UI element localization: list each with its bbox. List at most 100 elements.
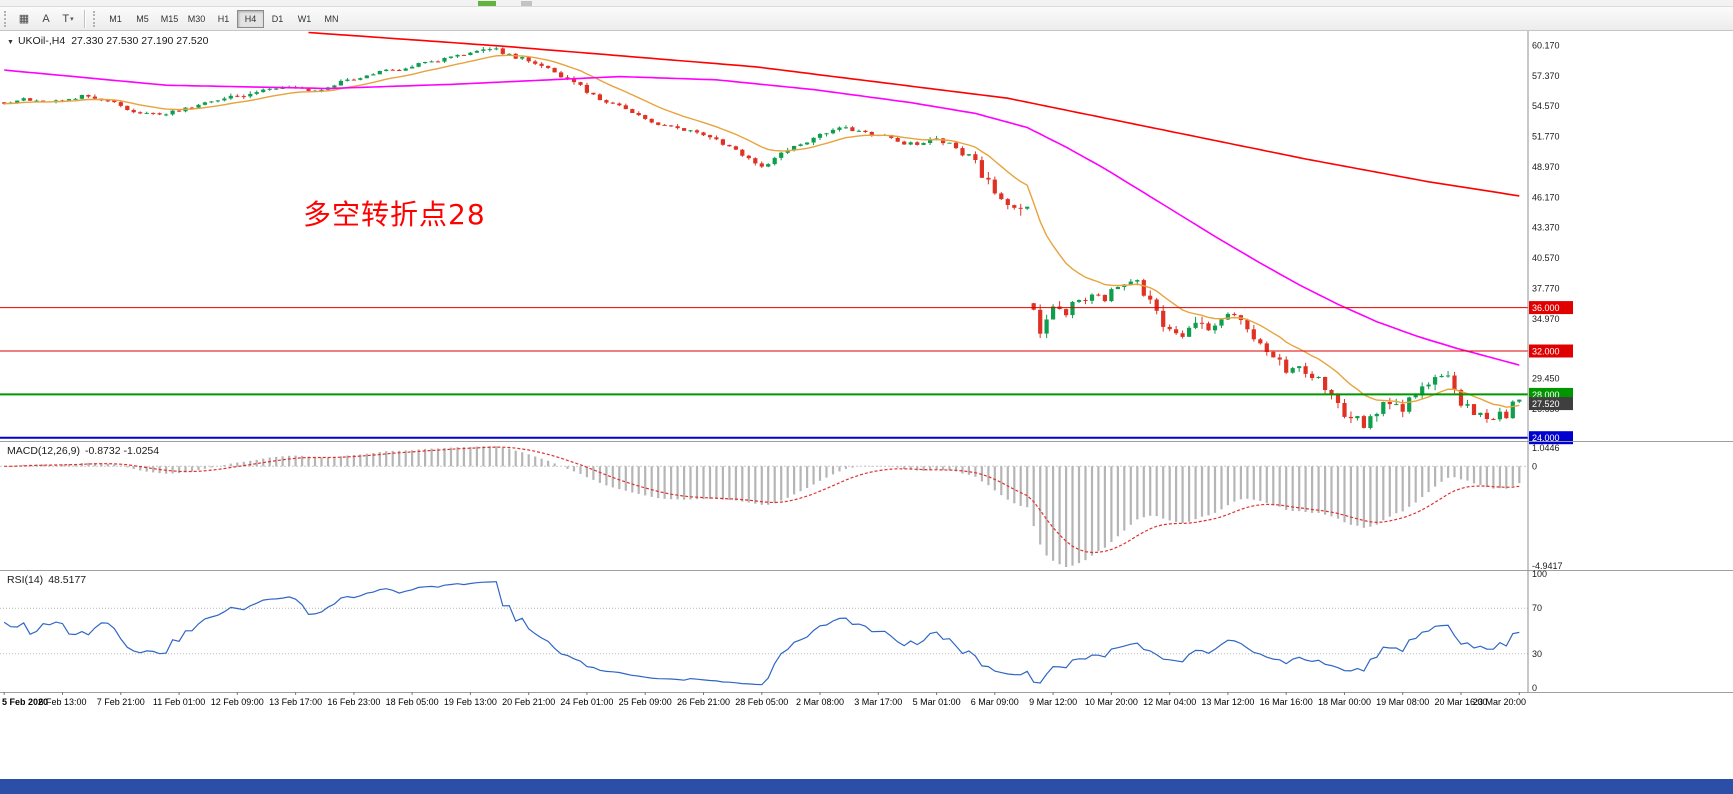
svg-text:46.170: 46.170 bbox=[1532, 192, 1560, 202]
svg-text:100: 100 bbox=[1532, 569, 1547, 579]
svg-text:7 Feb 21:00: 7 Feb 21:00 bbox=[97, 697, 145, 707]
panel-divider bbox=[0, 692, 1733, 693]
rsi-header: RSI(14) 48.5177 bbox=[7, 574, 86, 586]
svg-text:13 Feb 17:00: 13 Feb 17:00 bbox=[269, 697, 322, 707]
candles bbox=[2, 46, 1522, 430]
panel-divider[interactable] bbox=[0, 570, 1733, 571]
svg-text:29.450: 29.450 bbox=[1532, 374, 1560, 384]
cursor-tool-button[interactable]: A bbox=[35, 9, 57, 28]
ma-fast-line bbox=[4, 54, 1520, 408]
price-badge: 36.000 bbox=[1529, 301, 1573, 315]
text-tool-button[interactable]: T ▾ bbox=[57, 9, 79, 28]
svg-text:3 Mar 17:00: 3 Mar 17:00 bbox=[854, 697, 902, 707]
svg-text:0: 0 bbox=[1532, 461, 1537, 471]
svg-text:24 Feb 01:00: 24 Feb 01:00 bbox=[560, 697, 613, 707]
svg-text:26 Feb 21:00: 26 Feb 21:00 bbox=[677, 697, 730, 707]
svg-text:34.970: 34.970 bbox=[1532, 314, 1560, 324]
tf-button-h1[interactable]: H1 bbox=[210, 10, 237, 28]
macd-axis[interactable]: 1.0446 0 -4.9417 bbox=[1532, 443, 1563, 571]
svg-text:19 Mar 08:00: 19 Mar 08:00 bbox=[1376, 697, 1429, 707]
svg-text:27.520: 27.520 bbox=[1532, 399, 1560, 409]
ma-mid-line bbox=[4, 69, 1520, 366]
svg-text:13 Mar 12:00: 13 Mar 12:00 bbox=[1201, 697, 1254, 707]
svg-text:60.170: 60.170 bbox=[1532, 40, 1560, 50]
panel-divider[interactable] bbox=[0, 441, 1733, 442]
macd-panel[interactable]: 1.0446 0 -4.9417 bbox=[0, 441, 1733, 571]
svg-text:2 Mar 08:00: 2 Mar 08:00 bbox=[796, 697, 844, 707]
svg-text:36.000: 36.000 bbox=[1532, 303, 1560, 313]
svg-text:20 Feb 21:00: 20 Feb 21:00 bbox=[502, 697, 555, 707]
toolbar-grip[interactable] bbox=[4, 10, 9, 27]
chart-header: ▼ UKOil-,H4 27.330 27.530 27.190 27.520 bbox=[7, 35, 208, 47]
svg-text:28 Feb 05:00: 28 Feb 05:00 bbox=[735, 697, 788, 707]
svg-text:18 Feb 05:00: 18 Feb 05:00 bbox=[386, 697, 439, 707]
svg-text:12 Mar 04:00: 12 Mar 04:00 bbox=[1143, 697, 1196, 707]
taskbar bbox=[0, 779, 1733, 794]
svg-text:5 Mar 01:00: 5 Mar 01:00 bbox=[913, 697, 961, 707]
chart-window[interactable]: 60.170 57.370 54.570 51.770 48.970 46.170 43.3… bbox=[0, 31, 1733, 712]
svg-text:11 Feb 01:00: 11 Feb 01:00 bbox=[153, 697, 205, 707]
collapse-chart-button[interactable]: ▼ bbox=[7, 39, 14, 46]
tf-button-d1[interactable]: D1 bbox=[264, 10, 291, 28]
svg-text:16 Feb 23:00: 16 Feb 23:00 bbox=[327, 697, 380, 707]
svg-text:48.970: 48.970 bbox=[1532, 162, 1560, 172]
svg-text:0: 0 bbox=[1532, 683, 1537, 693]
svg-text:20 Mar 16:00: 20 Mar 16:00 bbox=[1434, 697, 1487, 707]
clipped-toolbar-icon bbox=[521, 1, 532, 6]
svg-text:32.000: 32.000 bbox=[1532, 346, 1560, 356]
svg-text:37.770: 37.770 bbox=[1532, 283, 1560, 293]
chart-ohlc-values: 27.330 27.530 27.190 27.520 bbox=[71, 35, 209, 47]
svg-text:19 Feb 13:00: 19 Feb 13:00 bbox=[444, 697, 497, 707]
price-badge: 24.000 bbox=[1529, 431, 1573, 445]
svg-text:57.370: 57.370 bbox=[1532, 71, 1560, 81]
macd-label: MACD(12,26,9) bbox=[7, 445, 80, 457]
tf-button-h4[interactable]: H4 bbox=[237, 9, 264, 28]
rsi-axis[interactable]: 100 70 30 0 bbox=[1532, 569, 1547, 693]
text-tool-glyph: T bbox=[62, 12, 70, 25]
svg-text:6 Mar 09:00: 6 Mar 09:00 bbox=[971, 697, 1019, 707]
svg-text:28.000: 28.000 bbox=[1532, 390, 1560, 400]
macd-values: -0.8732 -1.0254 bbox=[84, 445, 160, 457]
price-badge: 32.000 bbox=[1529, 344, 1573, 358]
svg-text:16 Mar 16:00: 16 Mar 16:00 bbox=[1260, 697, 1313, 707]
svg-text:6 Feb 13:00: 6 Feb 13:00 bbox=[38, 697, 86, 707]
tf-button-mn[interactable]: MN bbox=[318, 10, 345, 28]
chart-annotation-text: 多空转折点28 bbox=[303, 198, 486, 231]
chart-title: UKOil-,H4 bbox=[17, 35, 66, 47]
grid-tool-button[interactable]: ▦ bbox=[13, 9, 35, 28]
macd-histogram bbox=[9, 446, 1521, 567]
svg-text:23 Mar 20:00: 23 Mar 20:00 bbox=[1473, 697, 1526, 707]
dropdown-caret-icon: ▾ bbox=[70, 15, 74, 23]
svg-text:-4.9417: -4.9417 bbox=[1532, 561, 1563, 571]
rsi-label: RSI(14) bbox=[7, 574, 44, 586]
svg-text:43.370: 43.370 bbox=[1532, 223, 1560, 233]
svg-text:30: 30 bbox=[1532, 649, 1542, 659]
svg-text:10 Mar 20:00: 10 Mar 20:00 bbox=[1085, 697, 1138, 707]
price-axis[interactable]: 60.170 57.370 54.570 51.770 48.970 46.170 43.3… bbox=[1532, 40, 1560, 414]
svg-text:25 Feb 09:00: 25 Feb 09:00 bbox=[619, 697, 672, 707]
svg-text:70: 70 bbox=[1532, 603, 1542, 613]
toolbar-grip[interactable] bbox=[93, 10, 98, 27]
svg-text:18 Mar 00:00: 18 Mar 00:00 bbox=[1318, 697, 1371, 707]
svg-text:9 Mar 12:00: 9 Mar 12:00 bbox=[1029, 697, 1077, 707]
tf-button-m15[interactable]: M15 bbox=[156, 10, 183, 28]
svg-text:54.570: 54.570 bbox=[1532, 101, 1560, 111]
price-badge: 27.520 bbox=[1529, 397, 1573, 411]
svg-text:24.000: 24.000 bbox=[1532, 433, 1560, 443]
tf-button-m30[interactable]: M30 bbox=[183, 10, 210, 28]
svg-text:12 Feb 09:00: 12 Feb 09:00 bbox=[211, 697, 264, 707]
main-toolbar: ▦ A T ▾ M1 M5 M15 M30 H1 H4 D1 W1 MN bbox=[0, 7, 1733, 31]
svg-text:1.0446: 1.0446 bbox=[1532, 443, 1560, 453]
tf-button-m1[interactable]: M1 bbox=[102, 10, 129, 28]
macd-signal-line bbox=[4, 446, 1520, 554]
rsi-value: 48.5177 bbox=[48, 574, 87, 586]
tf-button-w1[interactable]: W1 bbox=[291, 10, 318, 28]
main-chart-plot[interactable]: 60.170 57.370 54.570 51.770 48.970 46.170 43.3… bbox=[0, 31, 1733, 445]
tf-button-m5[interactable]: M5 bbox=[129, 10, 156, 28]
macd-header: MACD(12,26,9) -0.8732 -1.0254 bbox=[7, 445, 159, 457]
svg-text:51.770: 51.770 bbox=[1532, 132, 1560, 142]
rsi-panel[interactable]: 100 70 30 0 bbox=[0, 569, 1733, 693]
